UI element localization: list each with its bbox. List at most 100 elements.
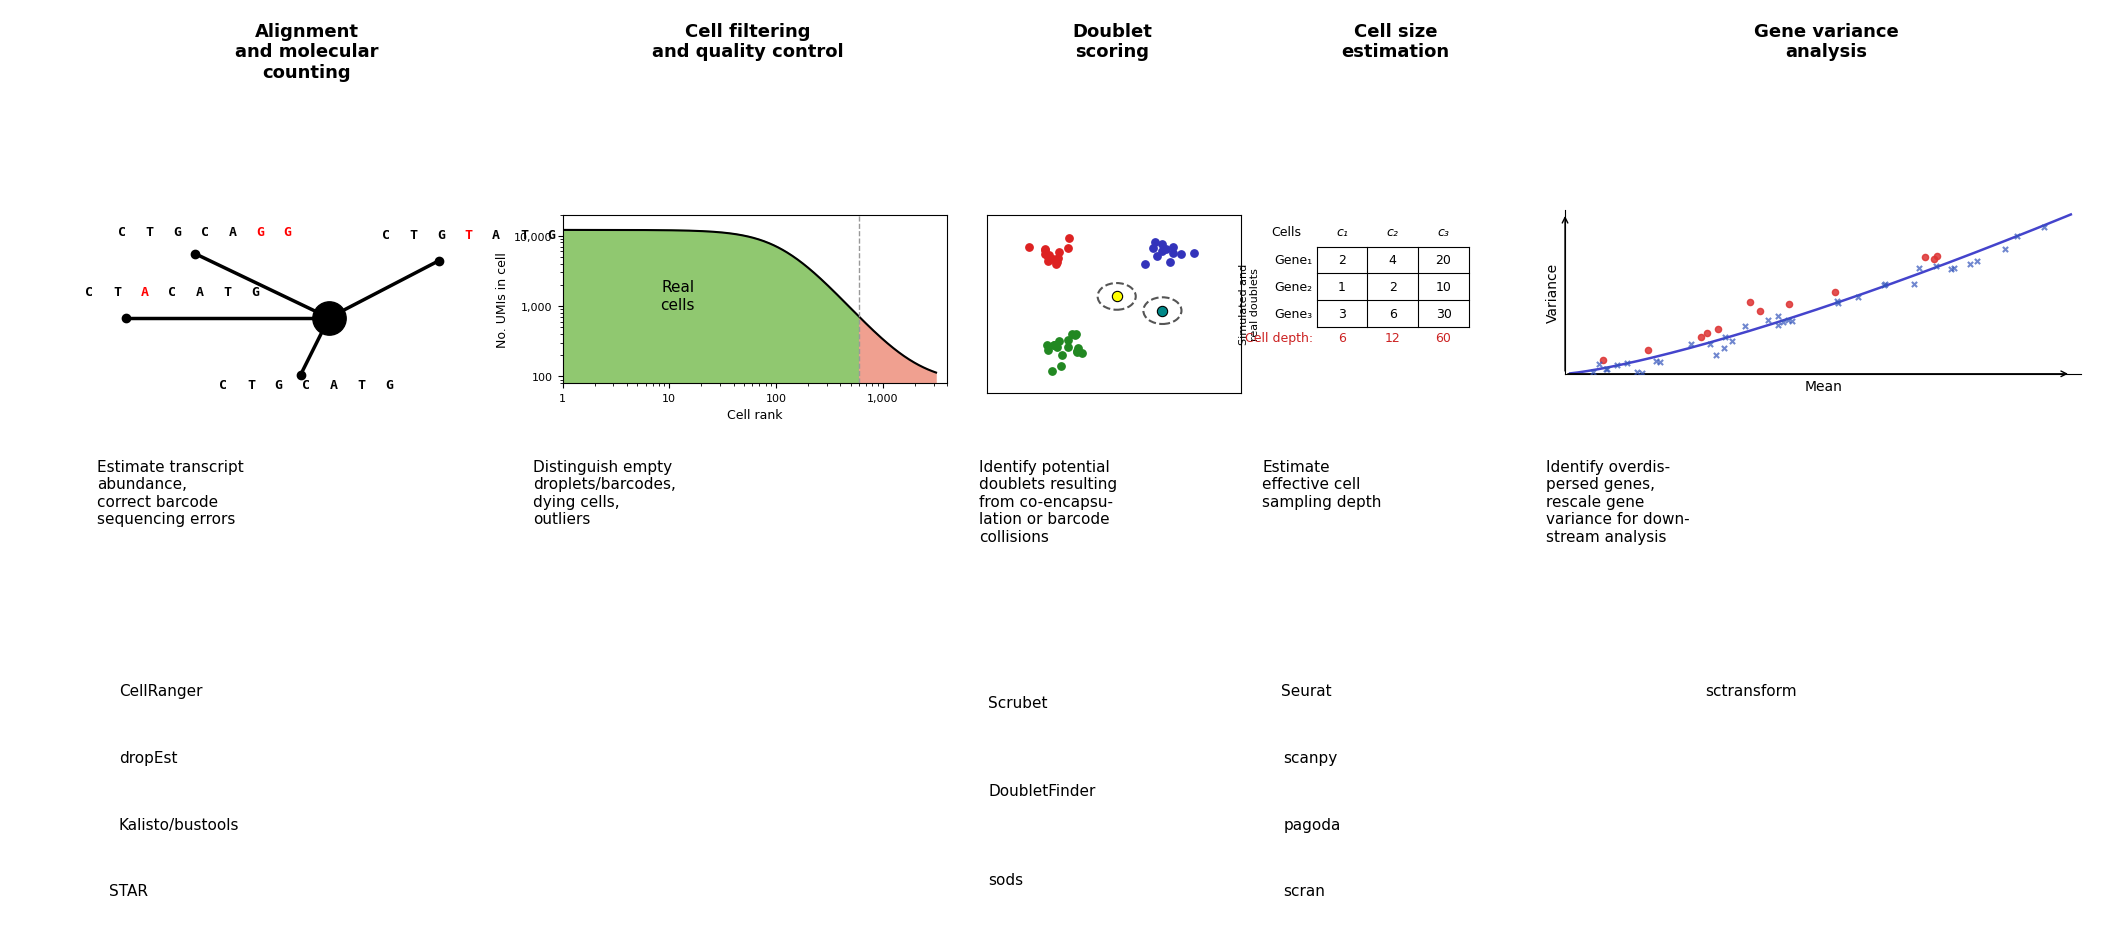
Text: c₁: c₁ — [1337, 226, 1347, 239]
Point — [1038, 338, 1072, 353]
Text: C: C — [220, 378, 228, 391]
Text: T: T — [112, 285, 121, 299]
Point — [1935, 262, 1969, 277]
Text: Kalisto/bustools: Kalisto/bustools — [118, 816, 239, 832]
Text: A: A — [493, 229, 501, 241]
Text: T: T — [520, 229, 529, 241]
Text: C: C — [169, 285, 176, 299]
Text: Aim: Aim — [32, 533, 49, 572]
Text: G: G — [385, 378, 393, 391]
Text: G: G — [438, 229, 444, 241]
Point — [1766, 314, 1800, 329]
Point — [1743, 304, 1777, 319]
Point — [1100, 289, 1134, 304]
Point — [2028, 220, 2062, 235]
Text: C: C — [85, 285, 93, 299]
Point — [1908, 250, 1942, 265]
Point — [1028, 248, 1062, 263]
Text: Gene₂: Gene₂ — [1275, 281, 1313, 294]
Point — [1999, 229, 2033, 244]
Text: 1: 1 — [1339, 281, 1345, 294]
Point — [1036, 253, 1070, 268]
Point — [1576, 365, 1610, 380]
Text: 2: 2 — [1339, 255, 1345, 267]
Point — [1582, 357, 1616, 372]
Text: CellRanger: CellRanger — [118, 683, 203, 699]
Point — [1624, 366, 1658, 381]
Text: STAR: STAR — [108, 883, 148, 899]
Text: pagoda: pagoda — [1284, 816, 1341, 832]
Text: Identify overdis-
persed genes,
rescale gene
variance for down-
stream analysis: Identify overdis- persed genes, rescale … — [1546, 460, 1690, 544]
Point — [1060, 345, 1093, 360]
Point — [1709, 330, 1743, 345]
Point — [1868, 278, 1901, 293]
Text: Distinguish empty
droplets/barcodes,
dying cells,
outliers: Distinguish empty droplets/barcodes, dyi… — [533, 460, 677, 527]
Text: Gene₃: Gene₃ — [1275, 308, 1313, 320]
Point — [1062, 342, 1096, 357]
Point — [1918, 259, 1952, 274]
Point — [1032, 248, 1066, 263]
Text: C: C — [201, 226, 209, 239]
Point — [1840, 290, 1874, 305]
Point — [1762, 318, 1796, 333]
Point — [1707, 342, 1741, 357]
Point — [1030, 251, 1064, 266]
Text: Identify potential
doublets resulting
from co-encapsu-
lation or barcode
collisi: Identify potential doublets resulting fr… — [979, 460, 1117, 544]
Point — [1148, 242, 1182, 257]
Point — [1772, 297, 1806, 312]
Point — [1041, 255, 1074, 270]
Point — [1762, 309, 1796, 324]
Point — [1673, 337, 1707, 352]
Point — [1043, 334, 1077, 349]
Point — [1868, 278, 1901, 293]
Text: scran: scran — [1284, 883, 1326, 899]
Text: Step: Step — [32, 206, 49, 253]
Point — [1698, 348, 1732, 363]
Text: G: G — [548, 229, 556, 241]
Point — [1601, 358, 1635, 373]
Point — [1821, 297, 1855, 312]
Point — [1610, 357, 1643, 372]
Text: 60: 60 — [1436, 331, 1451, 344]
Point — [1988, 242, 2022, 257]
Point — [1045, 358, 1079, 373]
X-axis label: Mean: Mean — [1804, 380, 1842, 394]
Point — [1715, 334, 1749, 349]
Text: Alignment
and molecular
counting: Alignment and molecular counting — [235, 22, 379, 82]
Point — [1643, 355, 1677, 370]
Text: Estimate transcript
abundance,
correct barcode
sequencing errors: Estimate transcript abundance, correct b… — [97, 460, 243, 527]
Text: 3: 3 — [1339, 308, 1345, 320]
Point — [1751, 314, 1785, 329]
Y-axis label: Variance: Variance — [1546, 262, 1559, 323]
Text: T: T — [410, 229, 417, 241]
Text: sctransform: sctransform — [1705, 683, 1798, 699]
Point — [1916, 252, 1950, 267]
Text: Real
cells: Real cells — [660, 280, 696, 313]
Point — [1153, 256, 1187, 271]
Text: Cell depth:: Cell depth: — [1244, 331, 1313, 344]
Text: T: T — [224, 285, 231, 299]
Point — [1146, 238, 1180, 253]
Text: 20: 20 — [1436, 255, 1451, 267]
Point — [1732, 295, 1766, 310]
Point — [1060, 344, 1093, 358]
Point — [1051, 231, 1085, 246]
Point — [1030, 338, 1064, 353]
Point — [1819, 285, 1853, 300]
Text: c₃: c₃ — [1438, 226, 1449, 239]
Point — [1155, 246, 1189, 261]
Point — [1051, 341, 1085, 356]
Point — [1030, 344, 1064, 358]
Text: T: T — [146, 226, 154, 239]
Point — [1043, 245, 1077, 260]
Point — [1127, 257, 1161, 272]
Point — [1700, 322, 1734, 337]
Text: Estimate
effective cell
sampling depth: Estimate effective cell sampling depth — [1263, 460, 1381, 509]
Point — [1038, 257, 1072, 272]
Point — [1821, 294, 1855, 309]
Point — [1028, 242, 1062, 257]
Point — [1620, 365, 1654, 380]
Point — [1777, 314, 1810, 329]
Point — [1631, 343, 1665, 358]
Point — [1770, 313, 1804, 328]
